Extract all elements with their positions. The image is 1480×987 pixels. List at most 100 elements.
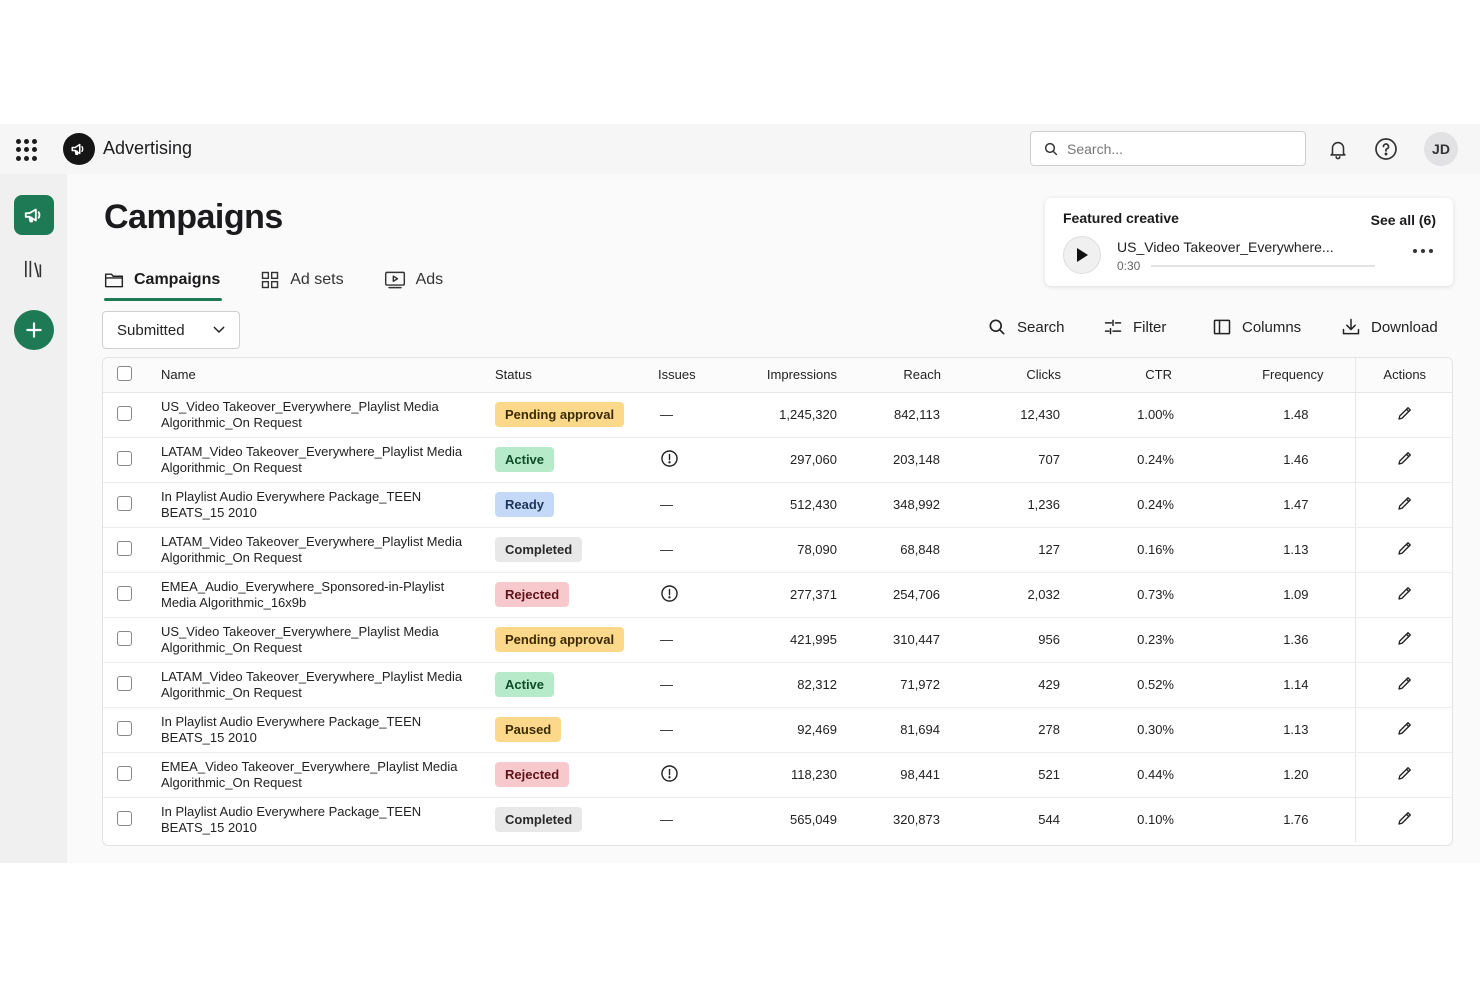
status-cell: Completed [495, 527, 658, 573]
pencil-icon[interactable] [1396, 584, 1414, 605]
plus-icon [26, 322, 42, 338]
tab-ads[interactable]: Ads [384, 267, 444, 293]
pencil-icon[interactable] [1396, 404, 1414, 425]
pencil-icon[interactable] [1396, 494, 1414, 515]
row-checkbox[interactable] [117, 675, 132, 691]
column-header-frequency[interactable]: Frequency [1226, 358, 1355, 393]
alert-circle-icon[interactable] [660, 449, 679, 471]
sidebar-item-library[interactable] [20, 257, 48, 281]
avatar[interactable]: JD [1424, 132, 1458, 166]
pencil-icon[interactable] [1396, 719, 1414, 740]
campaign-name[interactable]: LATAM_Video Takeover_Everywhere_Playlist… [161, 527, 495, 573]
table-row[interactable]: US_Video Takeover_Everywhere_Playlist Me… [103, 617, 1452, 663]
impressions-cell: 297,060 [748, 437, 851, 483]
row-checkbox[interactable] [117, 540, 132, 556]
column-header-issues[interactable]: Issues [658, 358, 748, 393]
campaign-name[interactable]: LATAM_Video Takeover_Everywhere_Playlist… [161, 662, 495, 708]
table-row[interactable]: In Playlist Audio Everywhere Package_TEE… [103, 797, 1452, 842]
table-row[interactable]: LATAM_Video Takeover_Everywhere_Playlist… [103, 437, 1452, 483]
issues-none: — [660, 497, 673, 512]
help-icon[interactable] [1373, 136, 1399, 162]
global-search[interactable] [1030, 131, 1306, 166]
row-checkbox[interactable] [117, 585, 132, 601]
pencil-icon[interactable] [1396, 674, 1414, 695]
campaign-name[interactable]: LATAM_Video Takeover_Everywhere_Playlist… [161, 437, 495, 483]
filter-button[interactable]: Filter [1103, 317, 1166, 337]
select-all-cell [103, 358, 161, 393]
column-header-impressions[interactable]: Impressions [748, 358, 851, 393]
app-name: Advertising [103, 138, 193, 158]
campaign-name[interactable]: In Playlist Audio Everywhere Package_TEE… [161, 803, 422, 835]
table-row[interactable]: In Playlist Audio Everywhere Package_TEE… [103, 707, 1452, 753]
sidebar-item-advertising[interactable] [14, 195, 54, 235]
alert-circle-icon[interactable] [660, 764, 679, 786]
campaign-name[interactable]: In Playlist Audio Everywhere Package_TEE… [161, 482, 495, 528]
column-header-reach[interactable]: Reach [851, 358, 977, 393]
row-checkbox[interactable] [117, 765, 132, 781]
create-button[interactable] [14, 310, 54, 350]
select-all-checkbox[interactable] [117, 365, 132, 381]
status-cell: Rejected [495, 572, 658, 618]
frequency-cell: 1.13 [1226, 527, 1355, 573]
table-row[interactable]: EMEA_Video Takeover_Everywhere_Playlist … [103, 752, 1452, 798]
impressions-cell: 78,090 [748, 527, 851, 573]
bell-icon[interactable] [1325, 136, 1351, 162]
tab-ad-sets[interactable]: Ad sets [260, 267, 344, 293]
featured-creative-card: Featured creative See all (6) US_Video T… [1045, 198, 1453, 286]
play-box-icon [384, 271, 405, 289]
campaign-name[interactable]: In Playlist Audio Everywhere Package_TEE… [161, 707, 495, 753]
tab-label: Ad sets [290, 271, 344, 288]
issues-none: — [660, 542, 673, 557]
campaign-name[interactable]: US_Video Takeover_Everywhere_Playlist Me… [161, 392, 495, 438]
clicks-cell: 278 [977, 707, 1101, 753]
row-checkbox[interactable] [117, 405, 132, 421]
play-button[interactable] [1063, 236, 1101, 274]
row-select-cell [103, 662, 161, 708]
actions-cell [1354, 797, 1452, 842]
pencil-icon[interactable] [1396, 764, 1414, 785]
reach-cell: 98,441 [851, 752, 977, 798]
column-header-name[interactable]: Name [161, 358, 495, 393]
pencil-icon[interactable] [1396, 629, 1414, 650]
column-header-status[interactable]: Status [495, 358, 658, 393]
tab-campaigns[interactable]: Campaigns [104, 267, 223, 301]
table-row[interactable]: US_Video Takeover_Everywhere_Playlist Me… [103, 392, 1452, 438]
row-checkbox[interactable] [117, 630, 132, 646]
columns-button[interactable]: Columns [1212, 317, 1301, 337]
pencil-icon[interactable] [1396, 809, 1414, 830]
table-row[interactable]: LATAM_Video Takeover_Everywhere_Playlist… [103, 662, 1452, 708]
ctr-cell: 0.10% [1137, 812, 1174, 828]
row-checkbox[interactable] [117, 810, 132, 826]
row-checkbox[interactable] [117, 495, 132, 511]
reach-cell: 68,848 [851, 527, 977, 573]
search-button[interactable]: Search [987, 317, 1065, 337]
table-row[interactable]: In Playlist Audio Everywhere Package_TEE… [103, 482, 1452, 528]
pencil-icon[interactable] [1396, 539, 1414, 560]
table-row[interactable]: EMEA_Audio_Everywhere_Sponsored-in-Playl… [103, 572, 1452, 618]
alert-circle-icon[interactable] [660, 584, 679, 606]
campaign-name[interactable]: EMEA_Audio_Everywhere_Sponsored-in-Playl… [161, 572, 495, 618]
search-button-label: Search [1017, 318, 1065, 336]
status-badge: Ready [495, 492, 555, 517]
tab-label: Ads [415, 271, 444, 288]
column-header-clicks[interactable]: Clicks [977, 358, 1101, 393]
status-filter-dropdown[interactable]: Submitted [102, 311, 240, 349]
download-button[interactable]: Download [1341, 317, 1438, 337]
row-checkbox[interactable] [117, 720, 132, 736]
row-checkbox[interactable] [117, 450, 132, 466]
campaign-name[interactable]: EMEA_Video Takeover_Everywhere_Playlist … [161, 752, 495, 798]
app-launcher-icon[interactable] [16, 139, 38, 161]
table-row[interactable]: LATAM_Video Takeover_Everywhere_Playlist… [103, 527, 1452, 573]
pencil-icon[interactable] [1396, 449, 1414, 470]
more-options-icon[interactable] [1413, 245, 1433, 257]
status-cell: Active [495, 662, 658, 708]
column-header-ctr[interactable]: CTR [1101, 358, 1226, 393]
playback-progress-track[interactable] [1151, 265, 1375, 267]
global-search-input[interactable] [1067, 140, 1287, 157]
status-badge: Active [495, 672, 555, 697]
see-all-link[interactable]: See all (6) [1370, 212, 1436, 228]
status-filter-value: Submitted [117, 321, 185, 339]
status-badge: Pending approval [495, 627, 625, 652]
campaign-name[interactable]: US_Video Takeover_Everywhere_Playlist Me… [161, 617, 495, 663]
search-icon [989, 319, 1005, 335]
